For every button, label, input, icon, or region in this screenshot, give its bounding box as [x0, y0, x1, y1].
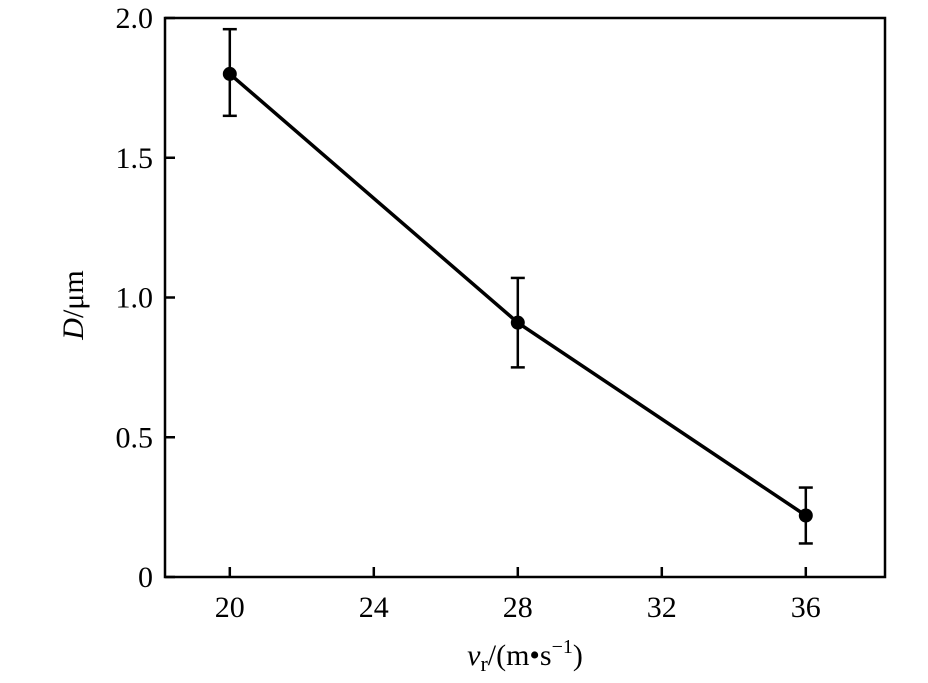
x-axis-label: vr/(m•s−1) — [467, 636, 583, 676]
x-tick-label: 36 — [791, 591, 821, 624]
y-tick-label: 1.0 — [116, 282, 154, 315]
y-axis-label: D/μm — [57, 270, 90, 340]
plot-frame — [163, 16, 887, 579]
data-point — [222, 66, 237, 81]
y-tick-label: 0 — [138, 561, 153, 594]
series-layer — [222, 27, 813, 545]
x-axis-ticks: 20 24 28 32 36 — [215, 567, 821, 624]
x-tick-label: 32 — [647, 591, 677, 624]
y-tick-label: 1.5 — [116, 142, 154, 175]
y-axis-ticks: 0 0.5 1.0 1.5 2.0 — [116, 2, 175, 594]
x-tick-label: 24 — [359, 591, 389, 624]
data-point — [510, 315, 525, 330]
x-tick-label: 20 — [215, 591, 245, 624]
x-tick-label: 28 — [503, 591, 533, 624]
y-tick-label: 0.5 — [116, 421, 154, 454]
data-point — [798, 508, 813, 523]
y-tick-label: 2.0 — [116, 2, 154, 35]
